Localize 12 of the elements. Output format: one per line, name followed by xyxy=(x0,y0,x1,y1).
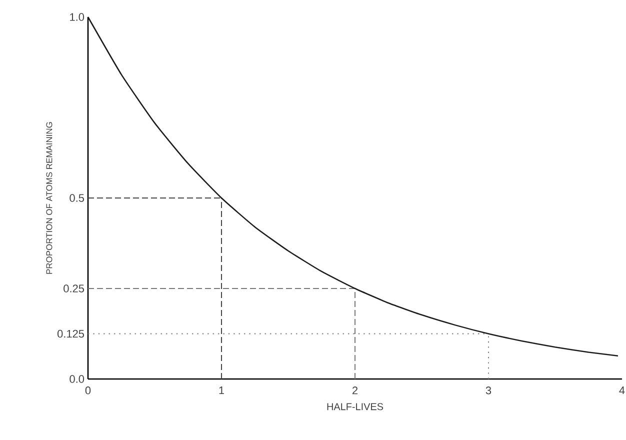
x-tick-label: 3 xyxy=(486,386,492,394)
y-tick-label: 0.5 xyxy=(70,194,84,202)
y-tick-label: 0.25 xyxy=(64,284,84,292)
y-tick-label: 0.0 xyxy=(70,375,84,383)
y-axis-title: PROPORTION OF ATOMS REMAINING xyxy=(46,122,52,274)
x-tick-label: 4 xyxy=(619,386,625,394)
x-tick-label: 0 xyxy=(85,386,91,394)
x-tick-label: 1 xyxy=(219,386,224,394)
x-tick-label: 2 xyxy=(352,386,358,394)
y-tick-label: 1.0 xyxy=(70,13,84,21)
x-axis-title: HALF-LIVES xyxy=(327,403,384,410)
y-tick-label: 0.125 xyxy=(57,330,84,338)
